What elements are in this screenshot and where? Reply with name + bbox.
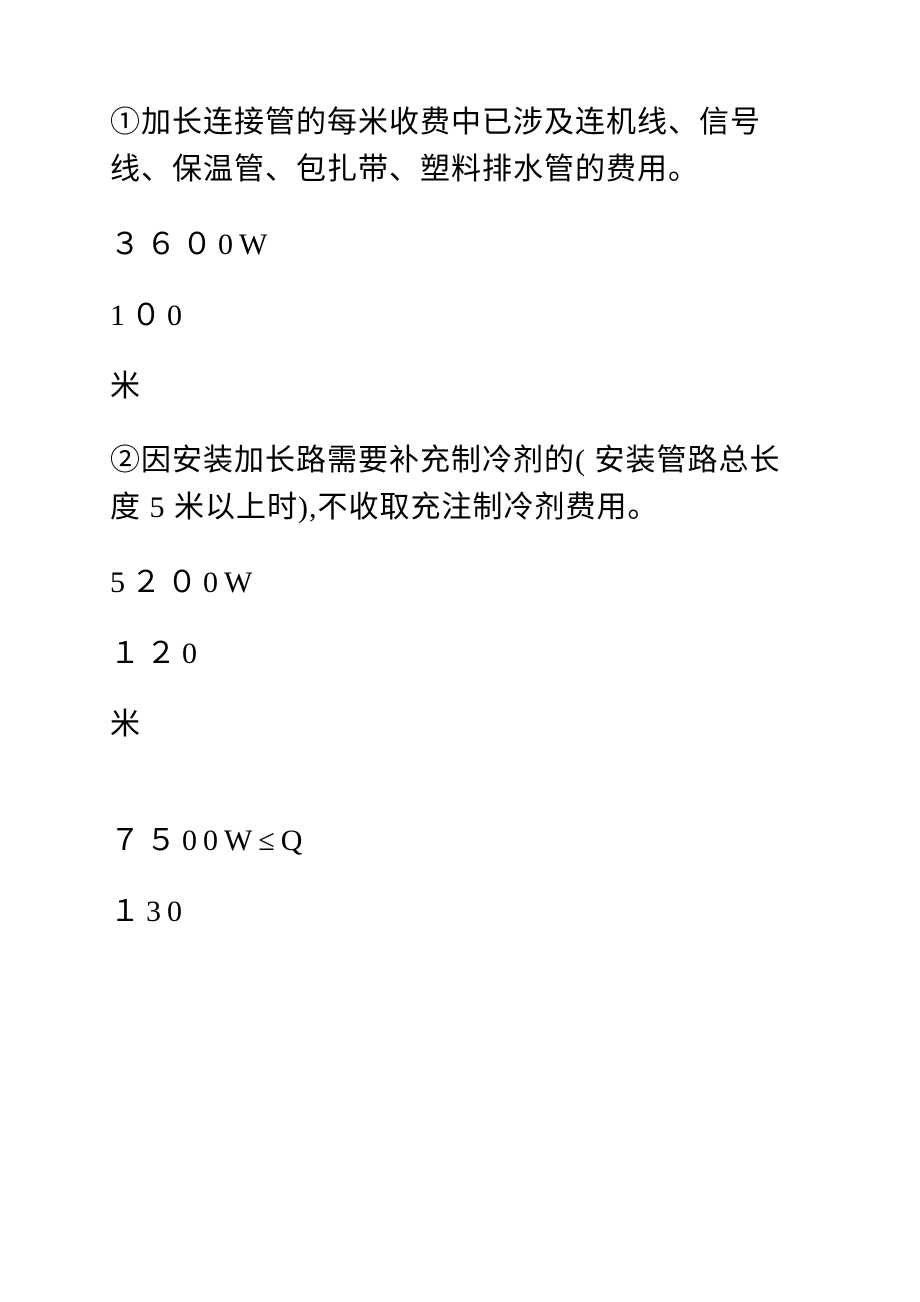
power-value-1: ３６０0W — [110, 225, 810, 264]
price-value-1: 1０0 — [110, 296, 810, 335]
spacer — [110, 776, 810, 821]
power-value-2: 5２０0W — [110, 563, 810, 602]
note-paragraph-1: ①加长连接管的每米收费中已涉及连机线、信号线、保温管、包扎带、塑料排水管的费用。 — [110, 100, 810, 193]
unit-label-2: 米 — [110, 705, 810, 744]
power-value-3: ７５00W≤Q — [110, 821, 810, 860]
price-value-3: １30 — [110, 892, 810, 931]
unit-label-1: 米 — [110, 367, 810, 406]
note-paragraph-2: ②因安装加长路需要补充制冷剂的( 安装管路总长度 5 米以上时),不收取充注制冷… — [110, 438, 810, 531]
price-value-2: １２0 — [110, 634, 810, 673]
